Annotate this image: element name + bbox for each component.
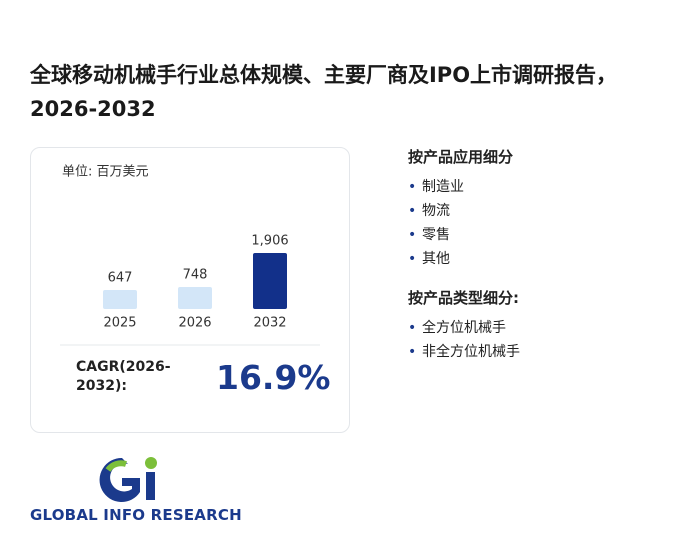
unit-label: 单位: 百万美元 <box>62 165 149 180</box>
segment-list: 制造业物流零售其他 <box>408 175 688 271</box>
segment-title: 按产品应用细分 <box>408 148 514 166</box>
logo-mark <box>99 457 157 502</box>
segment-block: 按产品应用细分制造业物流零售其他 <box>408 146 688 271</box>
bar <box>253 253 287 309</box>
segment-item: 制造业 <box>408 175 688 199</box>
segment-item: 全方位机械手 <box>408 316 688 340</box>
segments: 按产品应用细分制造业物流零售其他按产品类型细分: 全方位机械手非全方位机械手 <box>408 146 688 380</box>
category-label: 2026 <box>178 316 211 331</box>
category-label: 2032 <box>253 316 286 331</box>
category-label: 2025 <box>103 316 136 331</box>
cagr-value: 16.9% <box>216 358 331 397</box>
value-label: 647 <box>108 270 133 285</box>
cagr-label: CAGR(2026-2032): <box>76 359 171 394</box>
segment-list: 全方位机械手非全方位机械手 <box>408 316 688 364</box>
segment-block: 按产品类型细分: 全方位机械手非全方位机械手 <box>408 287 688 364</box>
value-label: 1,906 <box>251 234 288 249</box>
summary-card <box>30 147 350 433</box>
segment-item: 非全方位机械手 <box>408 340 688 364</box>
report-title: 全球移动机械手行业总体规模、主要厂商及IPO上市调研报告，2026-2032 <box>30 63 618 121</box>
bar <box>178 287 212 309</box>
segment-item: 物流 <box>408 199 688 223</box>
segment-item: 零售 <box>408 223 688 247</box>
segment-title: 按产品类型细分: <box>408 289 519 307</box>
segment-item: 其他 <box>408 247 688 271</box>
chart: 单位: 百万美元 647 2025 748 2026 1,906 2032 <box>60 165 320 346</box>
bar <box>103 289 137 309</box>
value-label: 748 <box>183 268 208 283</box>
logo-text: GLOBAL INFO RESEARCH <box>30 506 242 524</box>
